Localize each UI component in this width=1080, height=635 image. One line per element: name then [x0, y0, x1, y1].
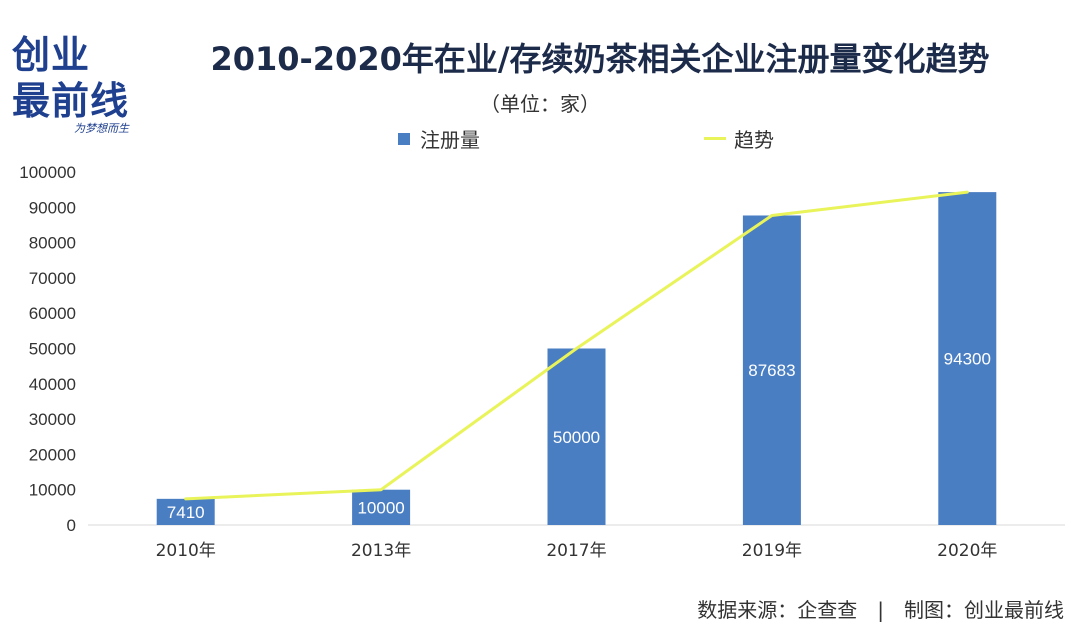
- chart-legend: 注册量 趋势: [0, 124, 1080, 154]
- bar-data-label: 50000: [553, 428, 600, 447]
- trend-line: [184, 190, 969, 501]
- bar-data-label: 10000: [357, 498, 404, 517]
- bar-data-label: 7410: [167, 503, 205, 522]
- x-tick-label: 2020年: [937, 541, 997, 561]
- y-tick-label: 20000: [29, 445, 76, 464]
- x-tick-label: 2019年: [742, 541, 802, 561]
- x-tick-label: 2010年: [156, 541, 216, 561]
- bar: [742, 215, 801, 525]
- y-tick-label: 0: [67, 516, 76, 535]
- y-tick-label: 90000: [29, 198, 76, 217]
- legend-label-line: 趋势: [734, 128, 774, 152]
- y-tick-label: 80000: [29, 234, 76, 253]
- y-tick-label: 100000: [19, 163, 76, 182]
- y-tick-label: 30000: [29, 410, 76, 429]
- bar: [156, 498, 215, 525]
- brand-logo: 创业 最前线 为梦想而生: [12, 22, 152, 142]
- chart-subtitle: （单位：家）: [480, 92, 600, 116]
- bar: [547, 348, 606, 525]
- bar-data-label: 94300: [944, 350, 991, 369]
- y-tick-label: 10000: [29, 481, 76, 500]
- legend-swatch-line: [704, 137, 726, 140]
- logo-text-line1: 创业: [12, 33, 91, 77]
- x-tick-label: 2013年: [351, 541, 411, 561]
- y-tick-label: 40000: [29, 375, 76, 394]
- legend-item-bar: 注册量: [398, 124, 480, 153]
- legend-label-bar: 注册量: [420, 128, 480, 152]
- y-tick-label: 60000: [29, 304, 76, 323]
- bar: [938, 192, 997, 525]
- y-tick-label: 70000: [29, 269, 76, 288]
- x-tick-label: 2017年: [546, 541, 606, 561]
- legend-swatch-bar: [398, 132, 410, 145]
- logo-text-line2: 最前线: [12, 79, 130, 123]
- source-footer: 数据来源：企查查 | 制图：创业最前线: [697, 598, 1064, 622]
- legend-item-line: 趋势: [704, 124, 774, 153]
- logo-tagline: 为梦想而生: [74, 122, 129, 135]
- bar-data-label: 87683: [748, 361, 795, 380]
- chart-title: 2010-2020年在业/存续奶茶相关企业注册量变化趋势: [210, 40, 990, 78]
- bar: [352, 489, 411, 525]
- y-tick-label: 50000: [29, 340, 76, 359]
